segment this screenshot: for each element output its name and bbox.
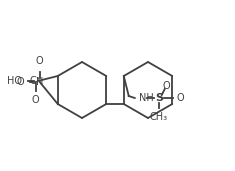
Text: N: N <box>36 77 43 87</box>
Text: O: O <box>16 77 24 87</box>
Text: O: O <box>177 93 184 103</box>
Text: O: O <box>32 95 39 105</box>
Text: O: O <box>163 81 171 91</box>
Text: C: C <box>29 76 36 86</box>
Text: CH₃: CH₃ <box>150 112 168 122</box>
Text: HO: HO <box>7 76 22 86</box>
Text: NH: NH <box>139 93 153 103</box>
Text: O: O <box>36 56 43 66</box>
Text: S: S <box>155 93 163 103</box>
